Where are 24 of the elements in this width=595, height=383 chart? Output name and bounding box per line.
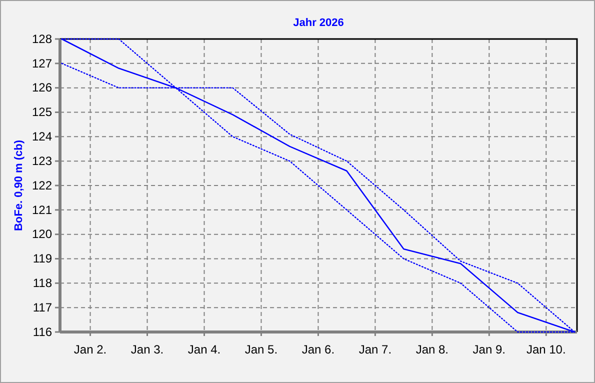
y-tick-label: 116: [32, 324, 52, 339]
y-axis-title: BoFe. 0,90 m (cb): [13, 140, 25, 232]
x-tick-label: Jan 6.: [302, 342, 335, 356]
y-tick-label: 124: [32, 130, 52, 144]
y-tick-label: 118: [32, 276, 52, 290]
y-tick-label: 117: [32, 300, 52, 314]
x-tick-label: Jan 4.: [188, 342, 221, 356]
x-tick-label: Jan 10.: [526, 342, 566, 356]
y-tick-label: 125: [32, 105, 52, 120]
y-tick-label: 127: [32, 56, 52, 70]
y-tick-label: 122: [32, 178, 52, 192]
x-tick-label: Jan 5.: [244, 342, 278, 356]
y-tick-label: 119: [32, 252, 52, 266]
x-tick-label: Jan 2.: [74, 342, 107, 356]
y-tick-label: 126: [32, 80, 52, 95]
y-tick-label: 120: [32, 227, 52, 242]
x-tick-label: Jan 3.: [130, 342, 164, 356]
x-tick-label: Jan 8.: [416, 342, 449, 356]
y-tick-label: 128: [32, 32, 52, 46]
chart-title: Jahr 2026: [293, 17, 344, 29]
y-tick-label: 121: [32, 202, 52, 217]
x-tick-label: Jan 7.: [358, 342, 392, 356]
x-tick-label: Jan 9.: [472, 342, 506, 356]
y-tick-label: 123: [32, 154, 52, 168]
